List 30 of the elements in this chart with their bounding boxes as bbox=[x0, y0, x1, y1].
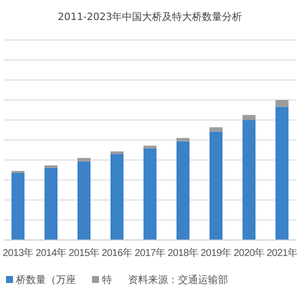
bar bbox=[210, 127, 222, 132]
bar bbox=[276, 100, 288, 107]
bar bbox=[276, 106, 288, 240]
text: 资料来源：交通运输部 bbox=[128, 274, 228, 286]
bar bbox=[110, 151, 124, 154]
x-tick-label: 2013年 bbox=[2, 247, 34, 259]
bar bbox=[44, 165, 58, 168]
x-tick-label: 2019年 bbox=[200, 247, 232, 259]
legend-label: 特 bbox=[102, 274, 112, 286]
x-tick-label: 2016年 bbox=[102, 247, 133, 259]
bar bbox=[242, 120, 256, 240]
chart-title: 2011-2023年中国大桥及特大桥数量分析 bbox=[58, 11, 242, 23]
x-tick-label: 2015年 bbox=[68, 247, 100, 259]
bar bbox=[176, 138, 190, 142]
bar bbox=[144, 148, 156, 240]
bar bbox=[242, 114, 256, 120]
bar bbox=[144, 146, 156, 148]
x-tick-label: 2017年 bbox=[134, 247, 166, 259]
bar bbox=[12, 172, 24, 240]
x-tick-label: 2014年 bbox=[36, 247, 67, 259]
bar bbox=[78, 158, 90, 162]
bar bbox=[110, 154, 124, 240]
bar bbox=[44, 168, 58, 240]
bar bbox=[78, 161, 90, 240]
bar bbox=[176, 141, 190, 240]
x-tick-label: 2018年 bbox=[168, 247, 199, 259]
x-tick-label: 2021年 bbox=[266, 247, 298, 259]
bar bbox=[210, 132, 222, 240]
x-tick-label: 2020年 bbox=[234, 247, 265, 259]
legend-label: 桥数量（万座 bbox=[15, 274, 76, 286]
